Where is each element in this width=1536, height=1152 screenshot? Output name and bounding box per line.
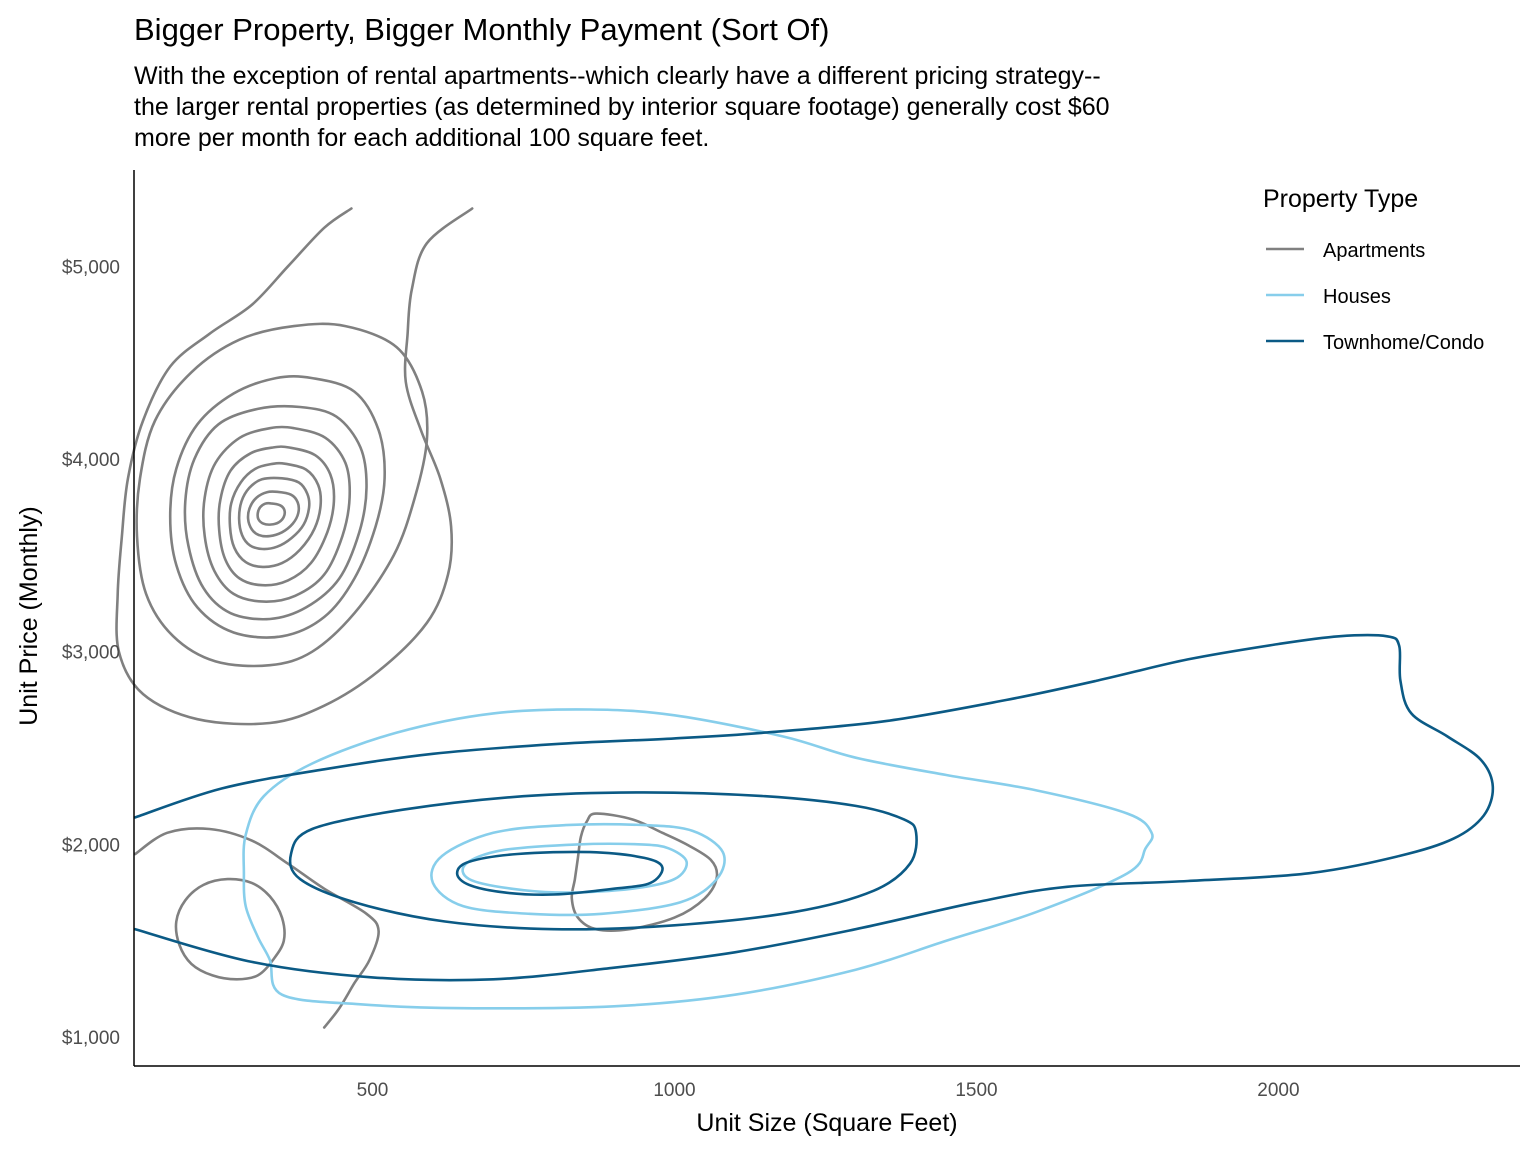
legend-label-apartments: Apartments [1323,240,1425,262]
legend: Property Type Apartments Houses Townhome… [1263,185,1484,354]
contour-townhome-condo-1 [288,791,918,931]
y-axis-ticks: $1,000 $2,000 $3,000 $4,000 $5,000 [62,257,120,1049]
contour-apartments-1 [135,322,429,668]
y-tick-label: $3,000 [62,643,120,664]
contour-apartments-6 [228,461,323,569]
contour-townhome-condo-2 [455,850,664,896]
series-apartments [115,207,719,1029]
y-tick-label: $1,000 [62,1028,120,1049]
contour-houses-1 [430,823,726,917]
contour-houses-2 [461,842,689,894]
contour-apartments-3 [183,404,368,621]
contour-houses-0 [242,708,1154,1010]
legend-label-townhome-condo: Townhome/Condo [1323,332,1484,354]
y-tick-label: $4,000 [62,450,120,471]
chart-subtitle-line-3: more per month for each additional 100 s… [134,124,709,152]
contour-townhome-condo-0 [133,633,1495,982]
contour-apartments-10 [174,877,286,981]
y-axis-title: Unit Price (Monthly) [15,506,43,726]
chart-title: Bigger Property, Bigger Monthly Payment … [134,12,829,47]
series-townhome-condo [133,633,1495,982]
x-tick-label: 1000 [653,1080,695,1101]
x-tick-label: 1500 [955,1080,997,1101]
contour-apartments-0 [115,207,474,726]
contour-apartments-7 [237,476,311,551]
contour-apartments-4 [202,425,352,603]
y-tick-label: $5,000 [62,257,120,278]
contour-apartments-9 [256,501,287,526]
legend-title: Property Type [1263,185,1418,213]
chart-subtitle-line-2: the larger rental properties (as determi… [134,93,1110,121]
legend-label-houses: Houses [1323,286,1391,308]
contour-apartments-5 [217,445,336,587]
x-tick-label: 2000 [1257,1080,1299,1101]
x-tick-label: 500 [357,1080,389,1101]
chart-subtitle-line-1: With the exception of rental apartments-… [134,62,1101,90]
contour-apartments-8 [246,490,301,538]
series-houses [242,708,1154,1010]
contour-apartments-11 [133,827,380,1029]
x-axis-title: Unit Size (Square Feet) [696,1109,957,1137]
y-tick-label: $2,000 [62,835,120,856]
contour-apartments-2 [168,375,386,639]
x-axis-ticks: 500 1000 1500 2000 [357,1080,1300,1101]
plot-area [115,207,1495,1029]
